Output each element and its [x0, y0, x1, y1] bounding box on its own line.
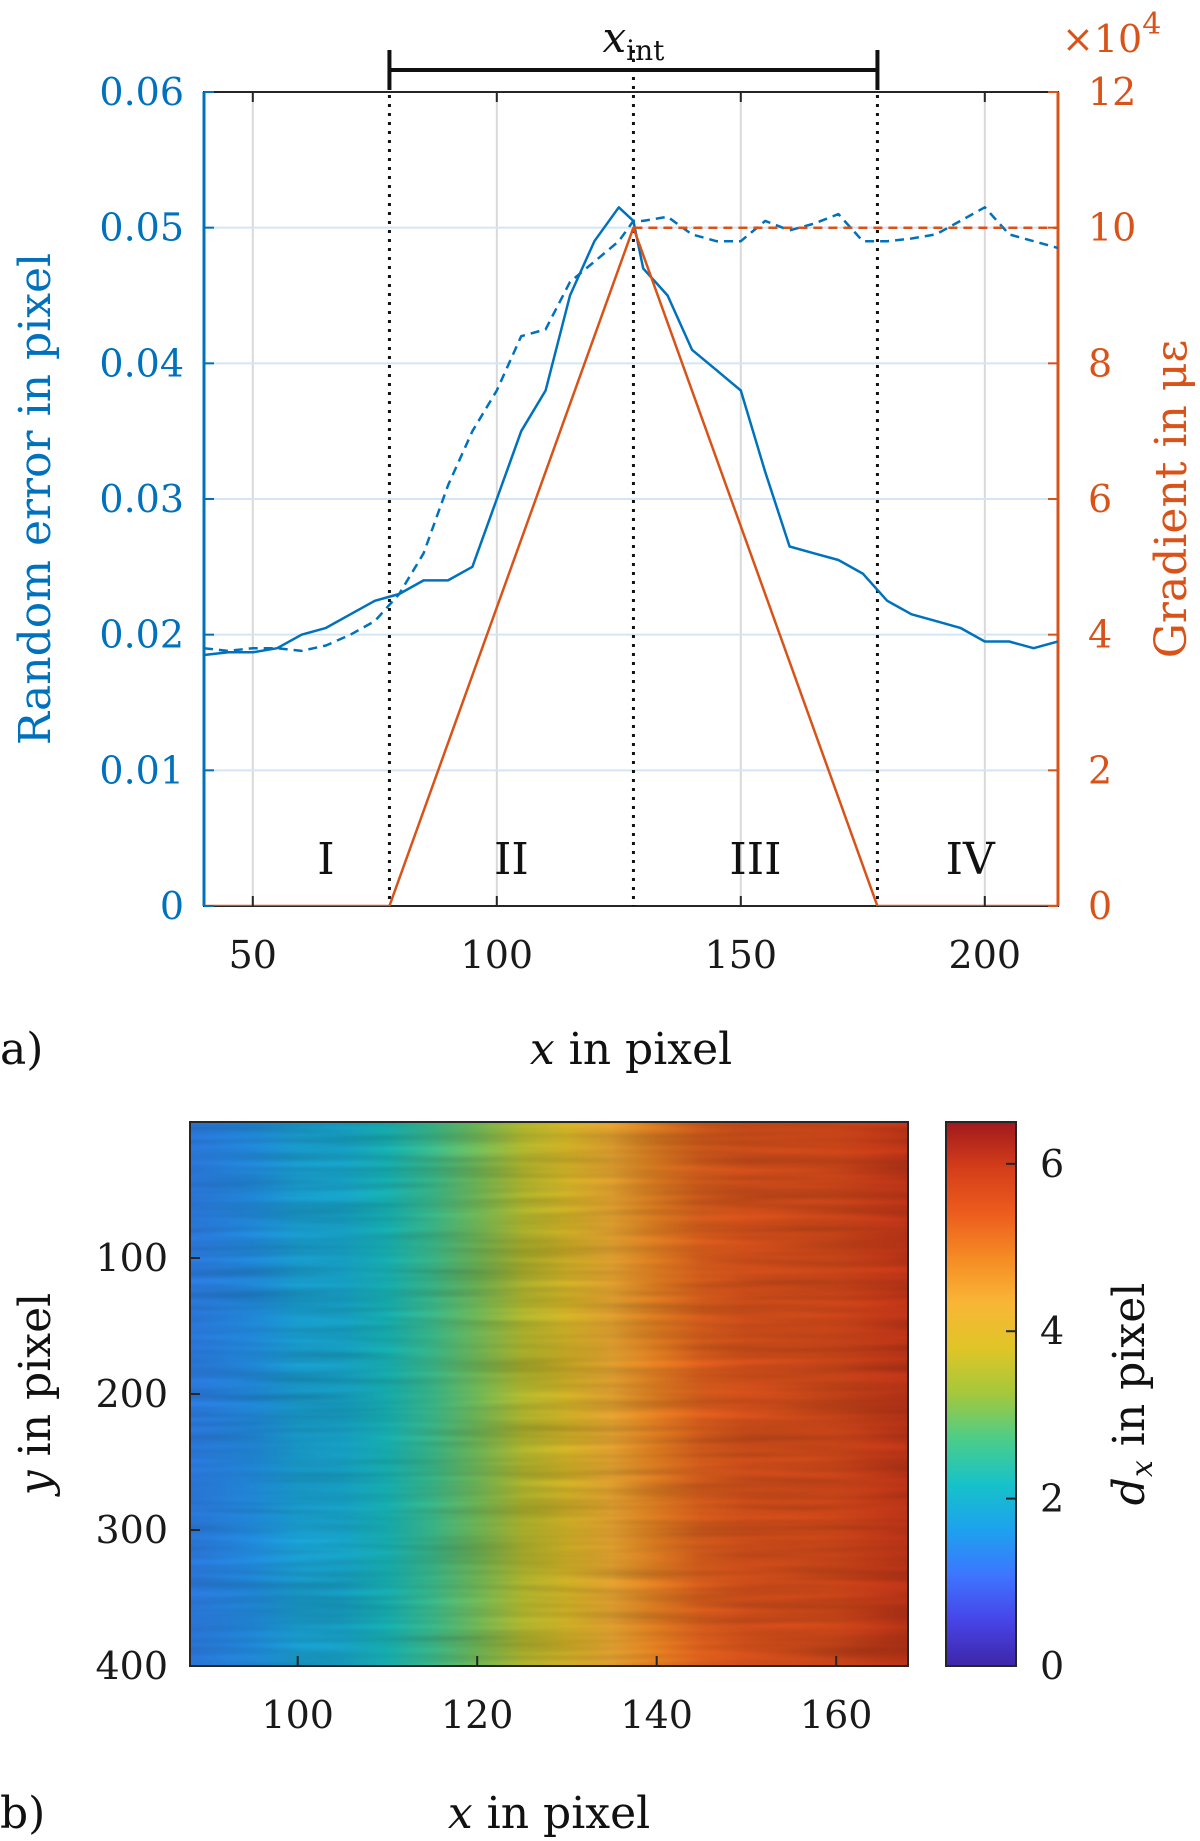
colorbar-tick-label: 4: [1040, 1309, 1064, 1353]
panel-label-a: a): [0, 1024, 43, 1075]
x-tick-label: 50: [229, 933, 277, 977]
series-line-1: [204, 206, 1058, 653]
series-group: [204, 206, 1058, 906]
x-axis-title-b: x in pixel: [448, 1788, 650, 1839]
colorbar-title: dx in pixel: [1104, 1283, 1160, 1506]
y-tick-label: 400: [95, 1644, 168, 1688]
y-tick-label: 0.02: [99, 613, 184, 657]
panel-a: 50 100 150 200 0 0.01 0.02 0.03 0.04 0.05 0.06 0 2…: [0, 7, 1197, 1075]
y-axis-title-left: Random error in pixel: [10, 253, 61, 745]
panel-label-b: b): [0, 1788, 45, 1839]
y-ticks-left: 0 0.01 0.02 0.03 0.04 0.05 0.06: [99, 70, 214, 928]
panel-b: 100 120 140 160 100 200 300 400 0 2 4 6 x in pixe…: [0, 1121, 1160, 1839]
y-tick-label: 0.01: [99, 748, 184, 792]
y2-tick-label: 6: [1088, 477, 1112, 521]
region-dividers: [387, 50, 879, 906]
series-line-2: [204, 226, 1058, 906]
y-tick-label: 0.04: [99, 341, 184, 385]
y-axis-title-b: y in pixel: [10, 1293, 61, 1497]
interval-bracket: [387, 50, 880, 90]
y2-tick-label: 4: [1088, 613, 1112, 657]
y-tick-label: 300: [95, 1508, 168, 1552]
colorbar-ticks: 0 2 4 6: [1006, 1142, 1064, 1688]
x-tick-label: 100: [461, 933, 534, 977]
y-tick-label: 200: [95, 1372, 168, 1416]
y-tick-label: 100: [95, 1236, 168, 1280]
x-tick-label: 120: [441, 1693, 514, 1737]
x-tick-label: 160: [800, 1693, 873, 1737]
series-line-0: [204, 206, 1058, 657]
x-ticks-a: 50 100 150 200: [229, 92, 1021, 977]
region-label: III: [729, 834, 781, 885]
interval-label: xint: [602, 13, 665, 67]
y-axis-title-right: Gradient in με: [1146, 340, 1197, 658]
colorbar-tick-label: 6: [1040, 1142, 1064, 1186]
y-ticks-b: 100 200 300 400: [95, 1236, 200, 1688]
x-tick-label: 150: [705, 933, 778, 977]
x-tick-label: 100: [261, 1693, 334, 1737]
colorbar-tick-label: 0: [1040, 1644, 1064, 1688]
x-tick-label: 200: [949, 933, 1022, 977]
x-ticks-b: 100 120 140 160: [261, 1656, 872, 1737]
y2-multiplier: ×104: [1062, 7, 1161, 61]
heatmap-texture: [190, 1122, 908, 1666]
region-label: II: [494, 834, 529, 885]
y2-tick-label: 0: [1088, 884, 1112, 928]
y-tick-label: 0.05: [99, 206, 184, 250]
grid-a: [204, 91, 1058, 907]
region-labels: I II III IV: [317, 834, 996, 885]
y2-tick-label: 8: [1088, 341, 1112, 385]
y-tick-label: 0.06: [99, 70, 184, 114]
y2-tick-label: 2: [1088, 748, 1112, 792]
colorbar-tick-label: 2: [1040, 1477, 1064, 1521]
region-label: I: [317, 834, 334, 885]
colorbar: [945, 1121, 1017, 1667]
y2-tick-label: 12: [1088, 70, 1136, 114]
region-label: IV: [946, 834, 996, 885]
y-ticks-right: 0 2 4 6 8 10 12: [1048, 70, 1136, 928]
y-tick-label: 0.03: [99, 477, 184, 521]
y2-tick-label: 10: [1088, 206, 1136, 250]
y-tick-label: 0: [160, 884, 184, 928]
x-tick-label: 140: [620, 1693, 693, 1737]
x-axis-title-a: x in pixel: [530, 1024, 732, 1075]
